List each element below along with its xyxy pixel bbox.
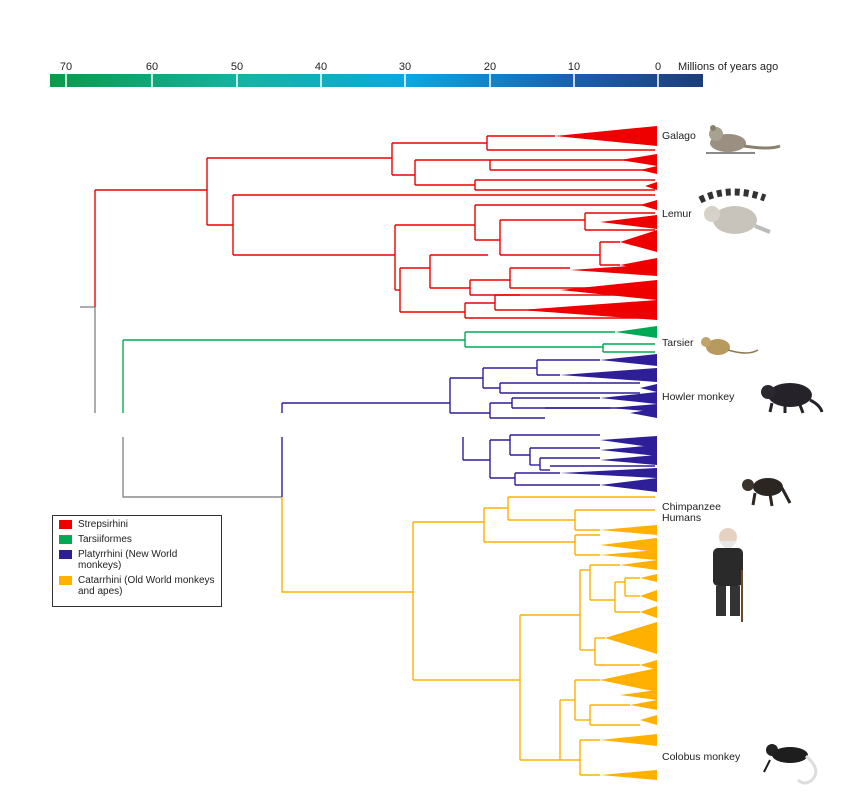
tick-60: 60: [146, 61, 158, 73]
tick-50: 50: [231, 61, 243, 73]
legend-label-catarrhini: Catarrhini (Old World monkeys and apes): [78, 575, 215, 597]
tarsiiformes-clade: [122, 331, 655, 413]
tarsiiformes-collapsed-clade: [615, 326, 657, 338]
label-humans: Humans: [662, 512, 701, 524]
tick-40: 40: [315, 61, 327, 73]
label-howler-monkey: Howler monkey: [662, 391, 735, 403]
label-galago: Galago: [662, 130, 696, 142]
lemur-illustration: [698, 188, 771, 234]
label-colobus-monkey: Colobus monkey: [662, 751, 741, 763]
legend-label-strepsirhini: Strepsirhini: [78, 519, 129, 530]
timescale: 70 60 50 40 30 20 10 0 Millions of years…: [50, 61, 778, 87]
tick-70: 70: [60, 61, 72, 73]
legend-label-tarsiiformes: Tarsiiformes: [78, 534, 132, 545]
tick-20: 20: [484, 61, 496, 73]
legend-label-platyrrhini: Platyrrhini (New World monkeys): [78, 549, 178, 571]
label-chimpanzee: Chimpanzee: [662, 501, 721, 513]
legend-item-tarsiiformes: Tarsiiformes: [57, 534, 217, 545]
platyrrhini-collapsed-clades: [560, 354, 657, 492]
howler-monkey-illustration: [761, 383, 824, 414]
legend-swatch-tarsiiformes: [59, 535, 72, 544]
human-illustration: [713, 528, 743, 622]
legend-swatch-strepsirhini: [59, 520, 72, 529]
legend: Strepsirhini Tarsiiformes Platyrrhini (N…: [52, 515, 222, 607]
tick-30: 30: [399, 61, 411, 73]
tick-10: 10: [568, 61, 580, 73]
legend-item-strepsirhini: Strepsirhini: [57, 519, 217, 530]
legend-item-platyrrhini: Platyrrhini (New World monkeys): [57, 549, 217, 571]
label-tarsier: Tarsier: [662, 337, 694, 349]
platyrrhini-clade: [281, 359, 655, 497]
tick-0: 0: [655, 61, 661, 73]
tarsier-illustration: [701, 337, 759, 355]
strepsirhini-clade: [94, 135, 655, 319]
strepsirhini-collapsed-clades: [520, 126, 657, 320]
galago-illustration: [706, 125, 781, 154]
timescale-bar: [50, 74, 703, 87]
catarrhini-collapsed-clades: [600, 525, 657, 780]
chimpanzee-illustration: [742, 478, 792, 507]
colobus-monkey-illustration: [763, 740, 818, 785]
timescale-unit-label: Millions of years ago: [678, 61, 778, 73]
legend-swatch-platyrrhini: [59, 550, 72, 559]
label-lemur: Lemur: [662, 208, 692, 220]
timescale-tick-marks: [65, 74, 659, 87]
root-branches: [80, 306, 282, 498]
catarrhini-clade: [281, 496, 655, 776]
legend-item-catarrhini: Catarrhini (Old World monkeys and apes): [57, 575, 217, 597]
legend-swatch-catarrhini: [59, 576, 72, 585]
